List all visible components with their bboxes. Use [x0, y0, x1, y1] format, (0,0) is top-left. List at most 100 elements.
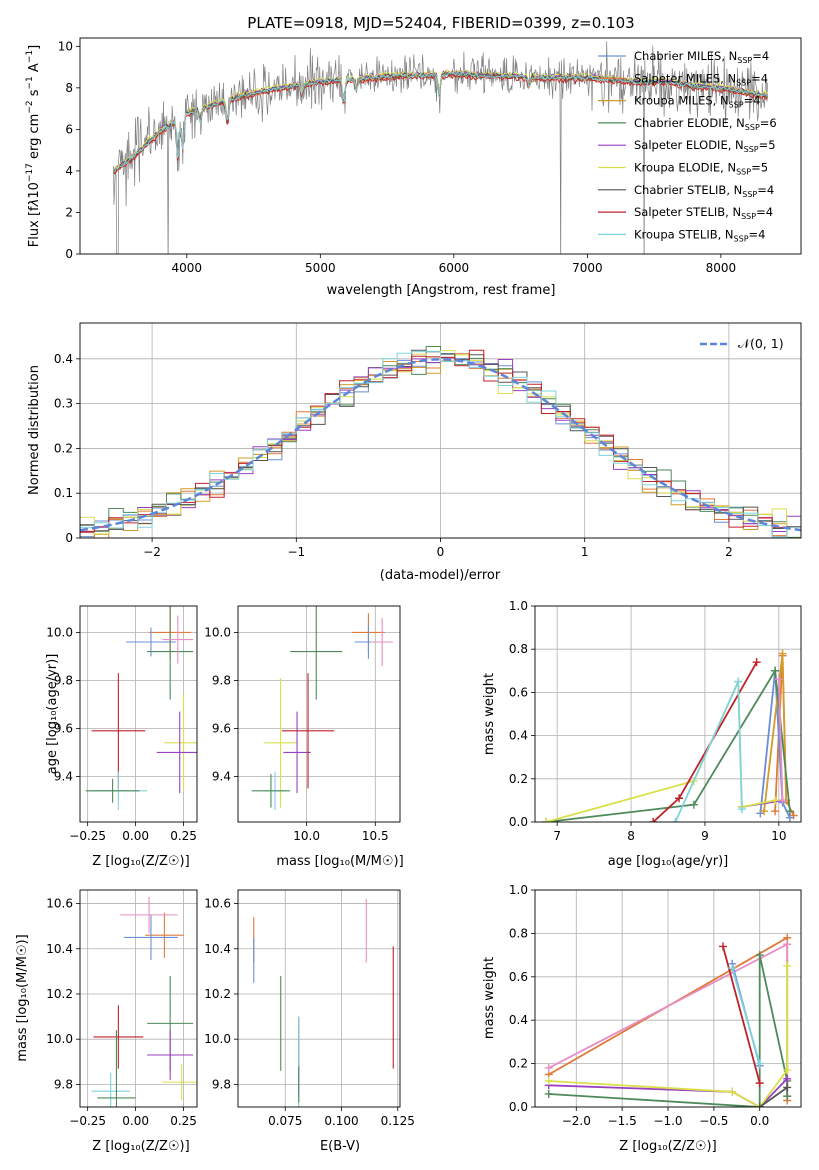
weight-lines [544, 933, 792, 1107]
x-tick-label: 0.25 [170, 829, 197, 843]
y-tick-label: 0.0 [509, 815, 528, 829]
y-tick-label: 0.0 [509, 1100, 528, 1114]
hist-xlabel: (data-model)/error [380, 568, 501, 583]
axes-frame [534, 605, 802, 823]
axes-frame [79, 322, 802, 539]
weight-marker-5-1 [755, 1079, 764, 1088]
x-tick-label: 10 [771, 829, 786, 843]
x-tick-label: 0.00 [122, 1114, 149, 1128]
massz-xlabel: Z [log₁₀(Z/Z☉)] [92, 1139, 189, 1154]
weight-marker-0-0 [771, 807, 780, 816]
y-tick-label: 0 [65, 247, 73, 261]
legend-label-prefix: Kroupa MILES, N [634, 94, 729, 108]
weight-marker-7-0 [671, 818, 680, 822]
axes-frame [79, 889, 198, 1108]
error-bars [85, 606, 197, 810]
weight-marker-1-1 [783, 940, 792, 949]
x-tick-label: 5000 [305, 261, 336, 275]
spectrum-lines [113, 41, 769, 254]
x-tick-label: 10.0 [293, 829, 320, 843]
weight-marker-2-2 [755, 951, 764, 960]
weight-marker-6-2 [752, 658, 761, 667]
y-tick-label: 0.4 [54, 352, 73, 366]
legend-label-suffix: =5 [759, 138, 776, 152]
y-tick-label: 6 [65, 122, 73, 136]
legend-label-suffix: =4 [757, 183, 774, 197]
spectrum-panel: 4000 5000 6000 7000 8000 0 2 4 6 8 10 Chabrier MILE… [58, 37, 802, 275]
y-tick-label: 10.2 [204, 987, 231, 1001]
legend-label-prefix: Kroupa STELIB, N [634, 227, 734, 241]
agem-xlabel: mass [log₁₀(M/M☉)] [276, 854, 403, 869]
legend-label-sub: SSP [742, 190, 757, 199]
normal-reference-curve [80, 358, 801, 532]
y-tick-label: 8 [65, 81, 73, 95]
legend-label-suffix: =5 [751, 161, 768, 175]
x-tick-label: −0.25 [69, 1114, 106, 1128]
error-bars [91, 896, 197, 1107]
weight-marker-7-1 [734, 677, 743, 686]
weight-marker-3-3 [785, 807, 794, 816]
weight-marker-5-0 [542, 818, 551, 822]
x-tick-label: 7000 [572, 261, 603, 275]
weight-marker-2-4 [783, 1092, 792, 1101]
y-tick-label: 10.6 [46, 897, 73, 911]
y-tick-label: 0.2 [509, 1057, 528, 1071]
mwage-xlabel: age [log₁₀(age/yr)] [608, 854, 729, 869]
weight-marker-7-0 [728, 964, 737, 973]
weight-marker-8-0 [755, 1103, 764, 1107]
massebv-xlabel: E(B-V) [320, 1139, 360, 1154]
x-tick-label: 1 [581, 545, 589, 559]
weight-line-8 [759, 1086, 788, 1107]
y-tick-label: 10.0 [204, 1032, 231, 1046]
x-tick-label: 6000 [439, 261, 470, 275]
weight-marker-3-3 [783, 1074, 792, 1083]
y-tick-label: 10.4 [204, 942, 231, 956]
legend-label-4: Salpeter ELODIE, NSSP=5 [634, 138, 776, 154]
y-tick-label: 0.4 [509, 1013, 528, 1027]
hist-ylabel: Normed distribution [27, 365, 42, 495]
legend-label-normal: 𝒩(0, 1) [738, 336, 784, 351]
x-tick-label: 4000 [172, 261, 203, 275]
x-tick-label: 0.100 [324, 1114, 358, 1128]
x-tick-label: 9 [701, 829, 709, 843]
massz-ylabel: mass [log₁₀(M/M☉)] [15, 934, 30, 1061]
legend-label-suffix: =4 [756, 205, 773, 219]
axes-frame [237, 605, 401, 823]
y-tick-label: 1.0 [509, 599, 528, 613]
legend-label-prefix: Salpeter STELIB, N [634, 205, 741, 219]
weight-marker-8-1 [783, 1083, 792, 1092]
x-tick-label: −2 [143, 545, 161, 559]
weight-marker-5-0 [719, 942, 728, 951]
weight-marker-4-1 [728, 1087, 737, 1096]
weight-marker-4-4 [783, 961, 792, 970]
y-tick-label: 0.2 [509, 772, 528, 786]
legend-label-sub: SSP [734, 234, 749, 243]
histogram-bars [80, 346, 801, 538]
model-line-8 [113, 71, 768, 173]
y-tick-label: 0.8 [509, 642, 528, 656]
x-tick-label: −1 [287, 545, 305, 559]
y-tick-label: 10 [58, 39, 73, 53]
y-tick-label: 9.6 [212, 721, 231, 735]
legend-label-sub: SSP [736, 78, 751, 87]
weight-line-1 [759, 670, 791, 819]
y-tick-label: 9.8 [212, 1077, 231, 1091]
weight-line-4 [548, 966, 789, 1107]
x-tick-label: −1.5 [608, 1114, 637, 1128]
y-tick-label: 9.4 [54, 769, 73, 783]
y-tick-label: 0.8 [509, 926, 528, 940]
y-tick-label: 10.4 [46, 942, 73, 956]
legend-label-suffix: =6 [760, 116, 777, 130]
x-tick-label: −0.5 [699, 1114, 728, 1128]
residual-histogram-panel: −2 −1 0 1 2 0 0.1 0.2 0.3 0.4 𝒩(0, 1) [54, 322, 802, 559]
age-vs-mass-panel: 10.0 10.5 9.4 9.6 9.8 10.0 [204, 605, 401, 843]
figure-title: PLATE=0918, MJD=52404, FIBERID=0399, z=0… [247, 14, 634, 32]
legend-label-suffix: =4 [744, 94, 761, 108]
weight-marker-7-1 [755, 1059, 764, 1068]
y-tick-label: 0.1 [54, 486, 73, 500]
x-tick-label: 0.25 [170, 1114, 197, 1128]
x-tick-label: 8 [627, 829, 635, 843]
weight-marker-8-0 [774, 675, 783, 684]
